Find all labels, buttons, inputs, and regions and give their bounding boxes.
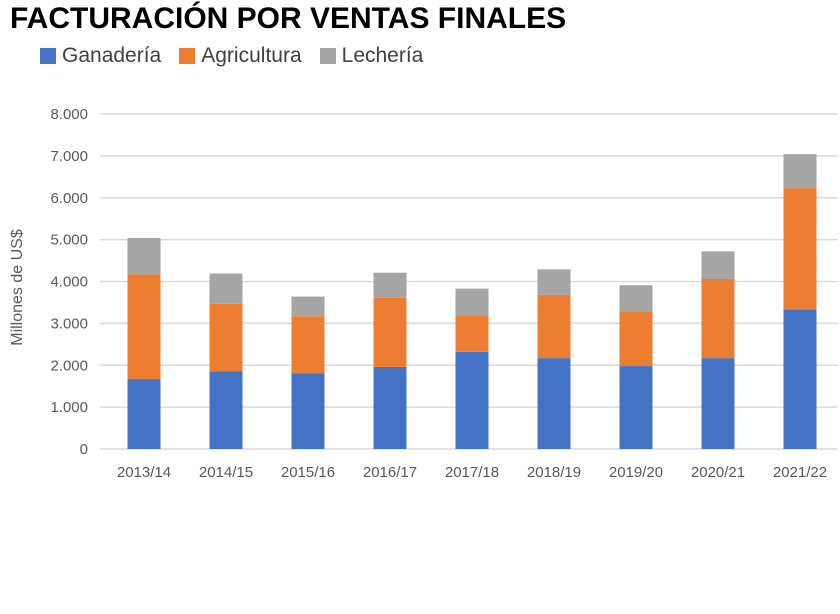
bar-segment-ganadería [783,309,817,449]
legend-item-agricultura: Agricultura [179,44,302,68]
x-tick-label: 2017/18 [445,464,499,481]
legend-label: Lechería [341,44,424,67]
x-tick-label: 2016/17 [363,464,417,481]
x-tick-label: 2014/15 [199,464,253,481]
bar-segment-agricultura [209,303,243,372]
bar-segment-agricultura [373,297,407,367]
legend-label: Ganadería [62,44,162,67]
x-tick-label: 2021/22 [773,464,827,481]
bar-segment-lechería [291,296,325,317]
bar-segment-agricultura [783,188,817,310]
bar-segment-ganadería [701,358,735,449]
legend-swatch [40,48,56,64]
bar-segment-ganadería [619,366,653,449]
chart-title: FACTURACIÓN POR VENTAS FINALES [10,2,567,35]
x-tick-label: 2013/14 [117,464,171,481]
bar-segment-agricultura [537,294,571,359]
bar-segment-ganadería [209,371,243,449]
legend: Ganadería Agricultura Lechería [40,44,423,68]
bar-segment-ganadería [455,351,489,449]
legend-label: Agricultura [201,44,302,67]
x-tick-label: 2019/20 [609,464,663,481]
bar-segment-agricultura [455,315,489,352]
bar-segment-ganadería [127,379,161,449]
y-tick-label: 7.000 [50,148,88,165]
legend-swatch [179,48,196,64]
y-tick-label: 6.000 [50,190,88,207]
bar-segment-lechería [537,269,571,295]
bar-segment-lechería [783,154,817,189]
bar-segment-ganadería [537,358,571,449]
bar-segment-lechería [619,285,653,312]
y-tick-label: 0 [80,441,88,458]
bar-segment-ganadería [373,366,407,449]
bar-segment-agricultura [701,278,735,359]
x-tick-label: 2018/19 [527,464,581,481]
y-axis-label: Millones de US$ [9,229,26,346]
x-tick-label: 2015/16 [281,464,335,481]
y-tick-label: 5.000 [50,232,88,249]
bar-segment-agricultura [291,316,325,374]
bar-segment-ganadería [291,373,325,449]
bar-segment-agricultura [127,274,161,380]
bar-segment-lechería [455,288,489,316]
y-tick-label: 3.000 [50,315,88,332]
bar-segment-lechería [373,272,407,298]
bar-segment-lechería [209,273,243,304]
y-tick-label: 8.000 [50,106,88,123]
bar-segment-lechería [701,251,735,279]
bar-segment-agricultura [619,311,653,367]
y-tick-label: 2.000 [50,357,88,374]
y-tick-label: 1.000 [50,399,88,416]
legend-item-lecheria: Lechería [319,44,424,68]
legend-swatch [319,48,336,64]
bar-segment-lechería [127,237,161,275]
legend-item-ganaderia: Ganadería [40,44,161,68]
x-tick-label: 2020/21 [691,464,745,481]
y-tick-label: 4.000 [50,274,88,291]
